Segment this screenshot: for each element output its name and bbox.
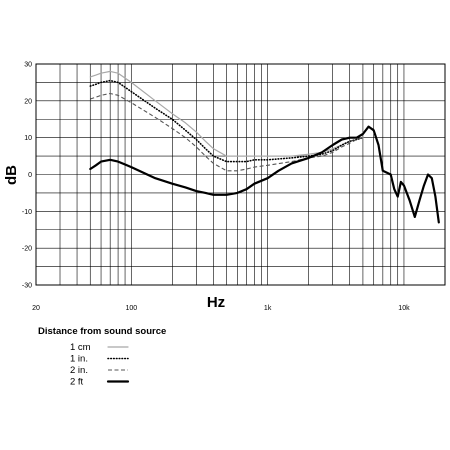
y-axis-title: dB — [3, 165, 20, 185]
series-lines — [89, 70, 440, 224]
x-tick-labels: 20 100 1k 10k — [32, 305, 410, 312]
legend: 1 cm1 in.2 in.2 ft — [70, 342, 130, 388]
legend-label-1-cm: 1 cm — [70, 342, 91, 353]
series-line-2-in — [90, 92, 364, 172]
y-tick-labels: 30 20 10 0 -10 -20 -30 — [22, 62, 32, 290]
grid — [35, 63, 446, 286]
y-tick-label: 20 — [24, 98, 32, 105]
x-axis-title: Hz — [207, 294, 225, 311]
series-line-2-ft — [89, 125, 440, 224]
plot-frame — [35, 63, 446, 286]
y-tick-label: -20 — [22, 246, 32, 253]
series-line-1-cm — [89, 70, 364, 157]
legend-label-1-in: 1 in. — [70, 354, 88, 365]
series-line-1-in — [89, 79, 364, 163]
y-tick-label: -30 — [22, 283, 32, 290]
y-tick-label: 0 — [28, 172, 32, 179]
x-tick-label: 10k — [398, 305, 410, 312]
legend-title: Distance from sound source — [38, 326, 166, 337]
legend-label-2-ft: 2 ft — [70, 377, 84, 388]
legend-label-2-in: 2 in. — [70, 365, 88, 376]
y-tick-label: 30 — [24, 62, 32, 69]
x-tick-label: 1k — [264, 305, 272, 312]
y-tick-label: -10 — [22, 209, 32, 216]
x-tick-label: 20 — [32, 305, 40, 312]
y-tick-label: 10 — [24, 135, 32, 142]
x-tick-label: 100 — [125, 305, 137, 312]
